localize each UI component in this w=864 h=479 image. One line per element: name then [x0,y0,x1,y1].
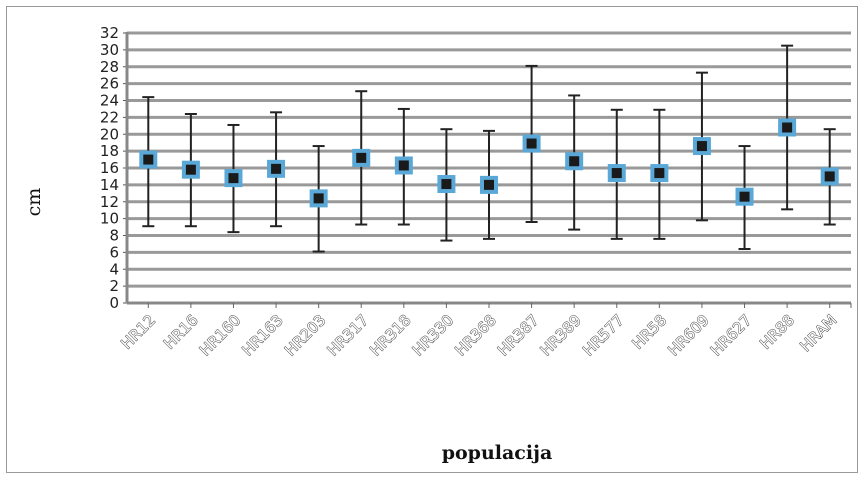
data-point [522,134,541,153]
data-point [565,152,584,171]
data-point [224,169,243,188]
x-axis-ticks: HR12 HR16HR160HR163HR203HR317HR318HR330HR… [117,303,852,360]
data-point [607,164,626,183]
y-tick-label: 2 [109,277,119,295]
y-tick-label: 18 [100,142,119,160]
markers [139,118,839,208]
y-tick-label: 32 [100,24,119,42]
x-axis-label: populacija [442,442,553,464]
data-point [692,137,711,156]
y-axis-label: cm [23,188,45,217]
y-tick-label: 14 [100,176,119,194]
y-tick-label: 10 [100,210,119,228]
y-tick-label: 22 [100,108,119,126]
y-tick-label: 30 [100,41,119,59]
data-point [480,175,498,194]
y-tick-label: 20 [100,125,119,143]
grid [127,31,851,288]
x-tick-label: HR317 [324,311,372,359]
data-point [352,148,371,167]
chart-frame [6,6,858,473]
data-point [394,156,413,175]
y-tick-label: 8 [109,227,119,245]
y-tick-label: 28 [100,58,119,76]
x-tick-label: HR88 [756,311,798,353]
data-point [778,118,797,137]
x-tick-label: HR387 [494,311,542,359]
y-tick-label: 16 [100,159,119,177]
x-tick-label: HR368 [452,311,500,359]
data-point [139,150,158,169]
y-tick-label: 12 [100,193,119,211]
data-point [650,164,669,183]
y-tick-label: 26 [100,75,119,93]
y-tick-label: 24 [100,92,119,110]
data-point [181,160,200,179]
x-tick-label: HR577 [579,311,627,359]
data-point [309,189,328,208]
y-tick-label: 0 [109,294,119,312]
x-tick-label: HR609 [664,311,712,359]
x-tick-label: HR160 [196,311,244,359]
x-tick-label: HR318 [366,311,414,359]
data-point [735,187,754,206]
x-tick-label: HR12 [118,311,160,353]
y-tick-label: 6 [109,243,119,261]
data-point [267,159,286,178]
x-tick-label: HR330 [409,311,457,359]
data-point [437,175,456,194]
x-tick-label: HR389 [537,311,585,359]
data-point [820,167,839,186]
x-tick-label: HR163 [239,311,287,359]
x-tick-label: HR627 [707,311,755,359]
x-tick-label: HRAM [796,311,840,355]
y-tick-label: 4 [109,260,119,278]
error-bars [142,44,836,253]
x-tick-label: HR203 [281,311,329,359]
